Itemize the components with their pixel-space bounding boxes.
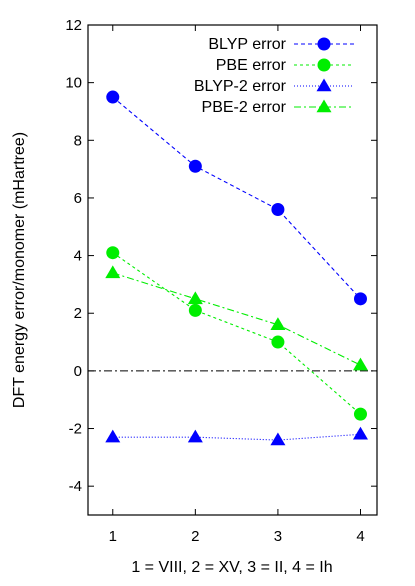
legend-label: PBE error — [216, 57, 287, 74]
data-point-blyp-2-error — [352, 426, 368, 440]
data-point-blyp-2-error — [270, 432, 286, 446]
x-tick-label: 4 — [356, 528, 364, 545]
legend-marker-blyp-2-error — [316, 78, 332, 92]
y-tick-label: -2 — [69, 421, 82, 438]
x-tick-label: 3 — [274, 528, 282, 545]
legend-label: BLYP error — [208, 36, 286, 53]
y-tick-label: 10 — [65, 75, 82, 92]
y-axis-label: DFT energy error/monomer (mHartree) — [11, 132, 28, 408]
series-line-blyp-error — [112, 96, 361, 300]
data-point-blyp-2-error — [105, 429, 121, 443]
series-line-pbe-error — [112, 252, 361, 415]
data-point-pbe-2-error — [105, 265, 121, 279]
legend-label: PBE-2 error — [202, 99, 287, 116]
legend-marker-pbe-error — [317, 58, 331, 72]
data-point-blyp-2-error — [187, 429, 203, 443]
data-point-pbe-2-error — [187, 291, 203, 305]
y-tick-label: 4 — [74, 248, 82, 265]
data-point-pbe-2-error — [352, 357, 368, 371]
legend-marker-pbe-2-error — [316, 99, 332, 113]
data-point-pbe-error — [271, 335, 285, 349]
x-tick-label: 1 — [109, 528, 117, 545]
data-point-blyp-error — [271, 202, 285, 216]
series-line-pbe-2-error — [112, 272, 361, 366]
legend-label: BLYP-2 error — [194, 78, 287, 95]
data-point-blyp-error — [353, 292, 367, 306]
data-point-blyp-error — [188, 159, 202, 173]
plot-frame — [87, 24, 378, 516]
y-tick-label: 2 — [74, 305, 82, 322]
y-tick-label: 0 — [74, 363, 82, 380]
series-line-blyp-2-error — [112, 433, 361, 441]
x-tick-label: 2 — [191, 528, 199, 545]
y-tick-label: 12 — [65, 17, 82, 34]
y-tick-label: 8 — [74, 132, 82, 149]
data-point-pbe-error — [188, 303, 202, 317]
data-point-pbe-error — [353, 407, 367, 421]
y-tick-label: 6 — [74, 190, 82, 207]
data-point-pbe-2-error — [270, 317, 286, 331]
legend-marker-blyp-error — [317, 37, 331, 51]
y-tick-label: -4 — [69, 478, 82, 495]
data-point-blyp-error — [106, 90, 120, 104]
x-axis-label: 1 = VIII, 2 = XV, 3 = II, 4 = Ih — [131, 559, 332, 576]
data-point-pbe-error — [106, 246, 120, 260]
